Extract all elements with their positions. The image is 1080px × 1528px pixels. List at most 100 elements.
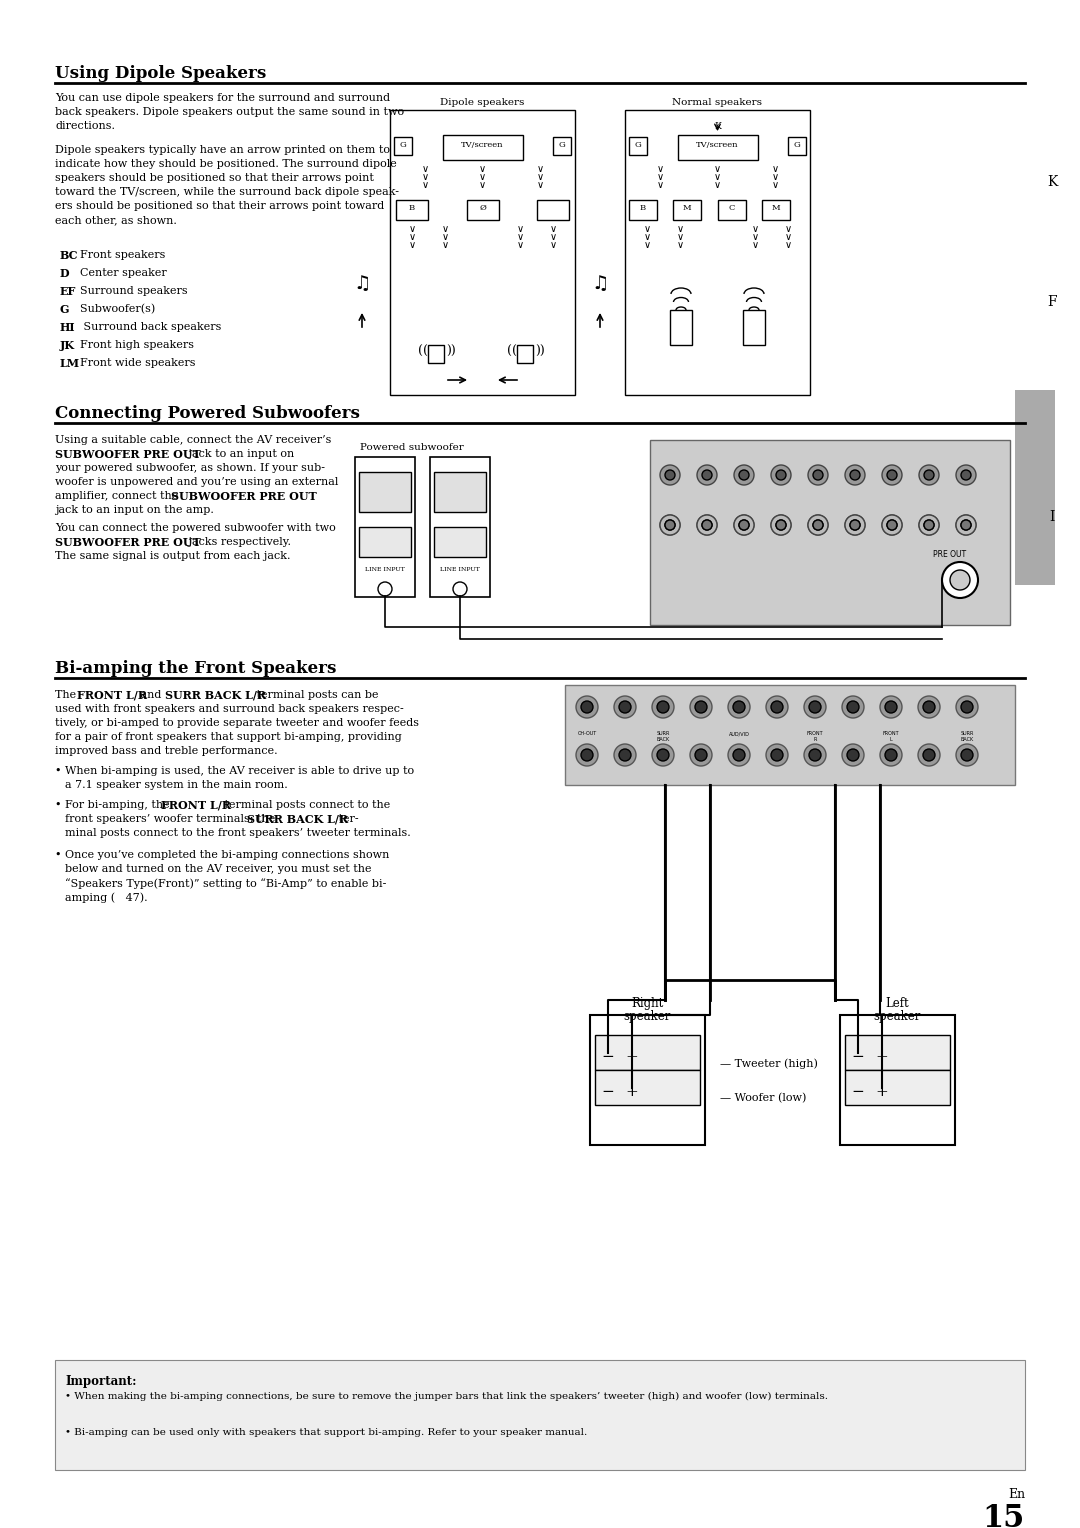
Circle shape bbox=[956, 515, 976, 535]
Text: ∨: ∨ bbox=[550, 232, 556, 241]
Circle shape bbox=[882, 515, 902, 535]
Text: ∨: ∨ bbox=[771, 165, 779, 174]
Text: FRONT
L: FRONT L bbox=[882, 730, 900, 741]
Text: Front speakers: Front speakers bbox=[73, 251, 165, 260]
Circle shape bbox=[771, 749, 783, 761]
Circle shape bbox=[809, 749, 821, 761]
Text: ∨: ∨ bbox=[657, 173, 663, 182]
Text: ∨: ∨ bbox=[676, 232, 684, 241]
Text: Surround speakers: Surround speakers bbox=[73, 286, 188, 296]
Text: ∨: ∨ bbox=[752, 232, 758, 241]
Circle shape bbox=[697, 515, 717, 535]
Text: −: − bbox=[602, 1085, 615, 1099]
Bar bbox=[788, 138, 806, 154]
Circle shape bbox=[777, 471, 786, 480]
Text: terminal posts can be: terminal posts can be bbox=[253, 691, 378, 700]
Circle shape bbox=[804, 744, 826, 766]
Bar bbox=[650, 440, 1010, 625]
Text: Front high speakers: Front high speakers bbox=[73, 341, 194, 350]
Text: used with front speakers and surround back speakers respec-: used with front speakers and surround ba… bbox=[55, 704, 404, 714]
Text: terminal posts connect to the: terminal posts connect to the bbox=[221, 801, 390, 810]
Text: speaker: speaker bbox=[624, 1010, 671, 1024]
Bar bbox=[443, 134, 523, 160]
Circle shape bbox=[808, 515, 828, 535]
Text: ∨: ∨ bbox=[478, 180, 486, 189]
Text: ∨: ∨ bbox=[421, 180, 429, 189]
Text: ∨: ∨ bbox=[442, 225, 448, 234]
Text: EF: EF bbox=[60, 286, 77, 296]
Text: ∨: ∨ bbox=[537, 180, 543, 189]
Text: — Tweeter (high): — Tweeter (high) bbox=[720, 1057, 818, 1068]
Text: SURR
BACK: SURR BACK bbox=[657, 730, 670, 741]
Circle shape bbox=[733, 749, 745, 761]
Text: B: B bbox=[409, 205, 415, 212]
Circle shape bbox=[942, 562, 978, 597]
Text: Subwoofer(s): Subwoofer(s) bbox=[67, 304, 156, 315]
Bar bbox=[359, 527, 411, 558]
Circle shape bbox=[924, 520, 934, 530]
Text: minal posts connect to the front speakers’ tweeter terminals.: minal posts connect to the front speaker… bbox=[65, 828, 410, 837]
Text: below and turned on the AV receiver, you must set the: below and turned on the AV receiver, you… bbox=[65, 863, 372, 874]
Circle shape bbox=[739, 520, 750, 530]
Circle shape bbox=[950, 570, 970, 590]
Circle shape bbox=[734, 515, 754, 535]
Text: M: M bbox=[771, 205, 780, 212]
Text: ∨: ∨ bbox=[752, 225, 758, 234]
Text: HI: HI bbox=[60, 322, 76, 333]
Bar bbox=[355, 457, 415, 597]
Text: FRONT L/R: FRONT L/R bbox=[161, 801, 231, 811]
Circle shape bbox=[919, 465, 939, 484]
Circle shape bbox=[882, 465, 902, 484]
Text: ∨: ∨ bbox=[442, 232, 448, 241]
Circle shape bbox=[771, 515, 791, 535]
Circle shape bbox=[919, 515, 939, 535]
Circle shape bbox=[734, 465, 754, 484]
Text: front speakers’ woofer terminals; the: front speakers’ woofer terminals; the bbox=[65, 814, 279, 824]
Circle shape bbox=[923, 749, 935, 761]
Circle shape bbox=[808, 465, 828, 484]
Text: LINE INPUT: LINE INPUT bbox=[441, 567, 480, 571]
Bar bbox=[845, 1070, 950, 1105]
Bar bbox=[743, 310, 765, 345]
Text: ∨: ∨ bbox=[714, 165, 721, 174]
Circle shape bbox=[887, 471, 897, 480]
Bar bbox=[590, 1015, 705, 1144]
Circle shape bbox=[919, 515, 939, 535]
Bar bbox=[845, 1034, 950, 1070]
Circle shape bbox=[961, 520, 971, 530]
Bar bbox=[537, 200, 569, 220]
Text: M: M bbox=[683, 205, 691, 212]
Text: ∨: ∨ bbox=[771, 180, 779, 189]
Circle shape bbox=[842, 695, 864, 718]
Text: ∨: ∨ bbox=[676, 241, 684, 251]
Text: Surround back speakers: Surround back speakers bbox=[73, 322, 221, 332]
Circle shape bbox=[809, 701, 821, 714]
Bar bbox=[670, 310, 692, 345]
Circle shape bbox=[808, 515, 828, 535]
Circle shape bbox=[615, 744, 636, 766]
Circle shape bbox=[652, 695, 674, 718]
Text: SUBWOOFER PRE OUT: SUBWOOFER PRE OUT bbox=[55, 449, 201, 460]
Text: ∨: ∨ bbox=[784, 232, 792, 241]
Text: ∨: ∨ bbox=[714, 180, 721, 189]
Text: PRE OUT: PRE OUT bbox=[933, 550, 967, 559]
Circle shape bbox=[734, 515, 754, 535]
Text: FRONT L/R: FRONT L/R bbox=[77, 691, 147, 701]
Bar bbox=[394, 138, 411, 154]
Text: The same signal is output from each jack.: The same signal is output from each jack… bbox=[55, 552, 291, 561]
Circle shape bbox=[842, 744, 864, 766]
Circle shape bbox=[581, 749, 593, 761]
Circle shape bbox=[956, 744, 978, 766]
Text: JK: JK bbox=[60, 341, 75, 351]
Text: Ø: Ø bbox=[480, 205, 486, 212]
Circle shape bbox=[665, 471, 675, 480]
Text: G: G bbox=[635, 141, 642, 150]
Circle shape bbox=[696, 701, 707, 714]
Text: SURR
BACK: SURR BACK bbox=[960, 730, 974, 741]
Circle shape bbox=[845, 515, 865, 535]
Bar bbox=[1015, 390, 1055, 585]
Text: +: + bbox=[625, 1085, 638, 1099]
Text: jack to an input on: jack to an input on bbox=[185, 449, 294, 458]
Text: Right: Right bbox=[632, 996, 663, 1010]
Bar bbox=[595, 1070, 700, 1105]
